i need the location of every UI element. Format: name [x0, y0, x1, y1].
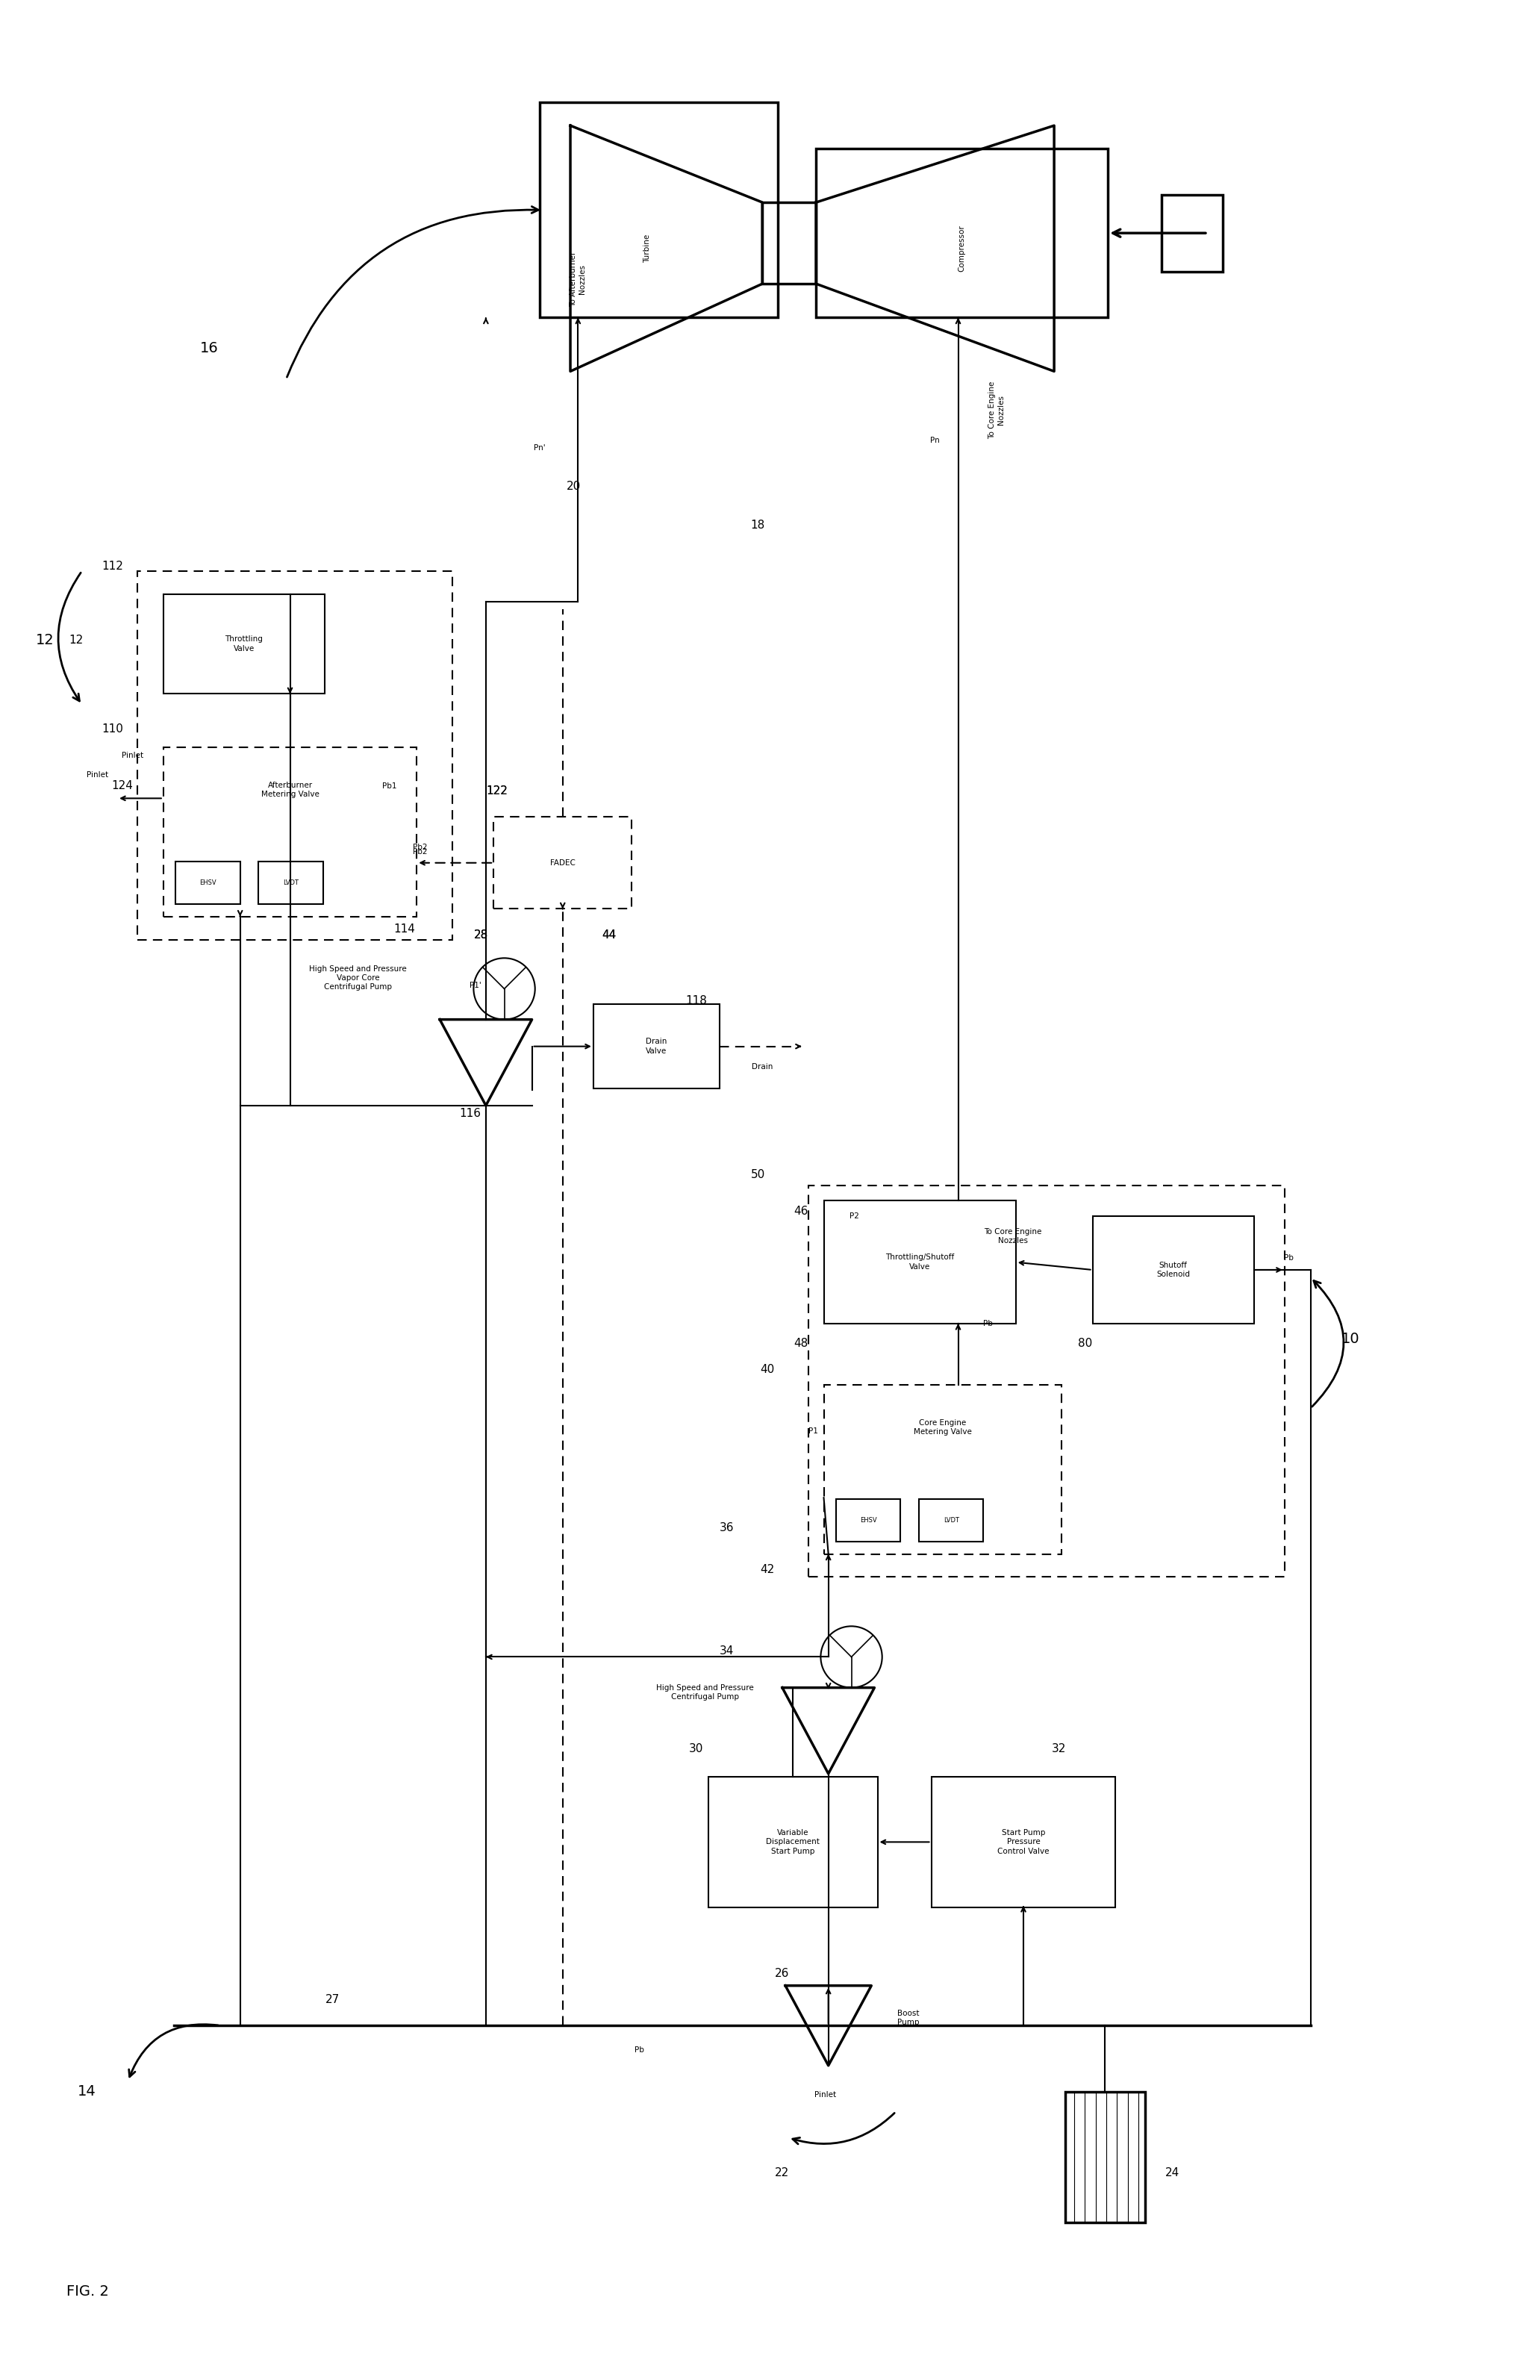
Text: P1: P1 [808, 1428, 818, 1435]
Bar [1064, 2092, 1144, 2223]
Text: Pinlet: Pinlet [122, 752, 143, 759]
Bar [824, 1202, 1016, 1323]
Text: 118: 118 [685, 995, 707, 1007]
Text: FIG. 2: FIG. 2 [66, 2285, 109, 2299]
Text: 122: 122 [485, 785, 507, 797]
Text: 18: 18 [750, 519, 765, 531]
Bar [932, 1778, 1115, 1906]
Text: Shutoff
Solenoid: Shutoff Solenoid [1157, 1261, 1190, 1278]
Text: 20: 20 [567, 481, 581, 493]
Text: Core Engine
Metering Valve: Core Engine Metering Valve [913, 1418, 972, 1435]
Text: FADEC: FADEC [550, 859, 576, 866]
Bar [539, 102, 778, 317]
Text: 122: 122 [485, 785, 507, 797]
Bar [1161, 195, 1223, 271]
Text: 30: 30 [688, 1745, 704, 1754]
Text: 44: 44 [602, 931, 616, 940]
Text: 112: 112 [102, 562, 123, 571]
Bar [808, 1185, 1284, 1578]
Text: Boost
Pump: Boost Pump [898, 2009, 919, 2025]
Bar [137, 571, 453, 940]
Text: 12: 12 [35, 633, 54, 647]
Text: Pb: Pb [1284, 1254, 1294, 1261]
Bar [708, 1778, 878, 1906]
Text: 48: 48 [793, 1338, 808, 1349]
Bar [762, 202, 816, 283]
Text: 28: 28 [474, 931, 488, 940]
Text: Pb2: Pb2 [413, 847, 427, 857]
Text: 42: 42 [759, 1564, 775, 1576]
Text: Afterburner
Metering Valve: Afterburner Metering Valve [260, 781, 319, 797]
Bar [919, 1499, 984, 1542]
Text: P1': P1' [470, 983, 480, 990]
Text: 28: 28 [474, 931, 488, 940]
Text: Turbine: Turbine [644, 233, 651, 262]
Bar [836, 1499, 901, 1542]
Bar [259, 862, 323, 904]
Text: 14: 14 [77, 2085, 95, 2099]
Text: 16: 16 [200, 340, 219, 355]
Bar [1092, 1216, 1254, 1323]
Text: 10: 10 [1341, 1333, 1360, 1347]
Text: Pinlet: Pinlet [815, 2092, 836, 2099]
Text: Pb: Pb [634, 2047, 644, 2054]
Text: To Core Engine
Nozzles: To Core Engine Nozzles [989, 381, 1004, 438]
Text: 12: 12 [69, 635, 83, 645]
Text: 22: 22 [775, 2168, 790, 2178]
Text: Pn: Pn [930, 436, 939, 445]
Text: EHSV: EHSV [200, 881, 216, 885]
Text: Compressor: Compressor [958, 226, 966, 271]
Text: 34: 34 [719, 1645, 735, 1656]
Text: High Speed and Pressure
Centrifugal Pump: High Speed and Pressure Centrifugal Pump [656, 1685, 755, 1699]
Bar [593, 1004, 719, 1088]
Text: Drain: Drain [752, 1064, 773, 1071]
Text: EHSV: EHSV [859, 1516, 876, 1523]
Bar [163, 595, 325, 695]
Text: 44: 44 [602, 931, 616, 940]
Text: 27: 27 [325, 1994, 339, 2004]
Text: Pinlet: Pinlet [86, 771, 108, 778]
Text: LVDT: LVDT [283, 881, 299, 885]
Bar [816, 148, 1107, 317]
Bar [176, 862, 240, 904]
Text: 80: 80 [1078, 1338, 1092, 1349]
Text: LVDT: LVDT [944, 1516, 959, 1523]
Text: Pb: Pb [983, 1321, 993, 1328]
Bar [824, 1385, 1061, 1554]
Text: Pn': Pn' [534, 445, 545, 452]
Text: 124: 124 [111, 781, 132, 793]
Text: 114: 114 [394, 923, 416, 935]
Text: 50: 50 [750, 1169, 765, 1180]
Bar [163, 747, 417, 916]
Text: 36: 36 [719, 1523, 735, 1533]
Text: To Core Engine
Nozzles: To Core Engine Nozzles [984, 1228, 1041, 1245]
Text: High Speed and Pressure
Vapor Core
Centrifugal Pump: High Speed and Pressure Vapor Core Centr… [310, 966, 407, 990]
Text: 32: 32 [1052, 1745, 1066, 1754]
Text: Throttling
Valve: Throttling Valve [225, 635, 263, 652]
Text: Pb2: Pb2 [413, 845, 427, 852]
Text: Start Pump
Pressure
Control Valve: Start Pump Pressure Control Valve [998, 1830, 1049, 1854]
Bar [493, 816, 631, 909]
Text: P2: P2 [850, 1211, 859, 1221]
Text: 26: 26 [775, 1968, 790, 1978]
Text: Variable
Displacement
Start Pump: Variable Displacement Start Pump [767, 1830, 819, 1854]
Text: To Afterburner
Nozzles: To Afterburner Nozzles [570, 252, 587, 307]
Text: Pb1: Pb1 [382, 783, 396, 790]
Text: 116: 116 [459, 1107, 482, 1119]
Text: Throttling/Shutoff
Valve: Throttling/Shutoff Valve [885, 1254, 955, 1271]
Text: 24: 24 [1166, 2168, 1180, 2178]
Text: 46: 46 [793, 1207, 808, 1216]
Text: Drain
Valve: Drain Valve [645, 1038, 667, 1054]
Text: 110: 110 [102, 724, 123, 735]
Text: 40: 40 [759, 1364, 775, 1376]
